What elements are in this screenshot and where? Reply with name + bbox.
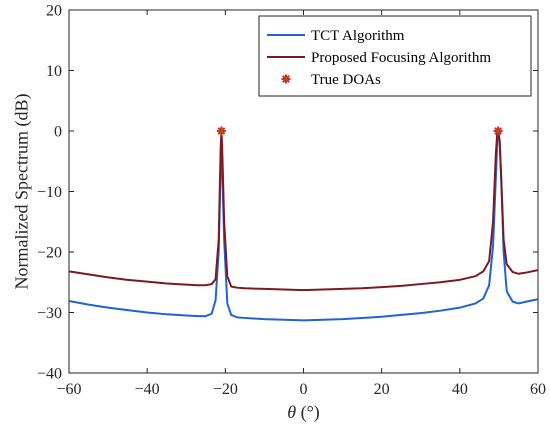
x-tick-label: −40 [135, 381, 160, 398]
x-tick-label: −60 [56, 381, 81, 398]
y-tick-label: 20 [46, 3, 62, 20]
true-doa-marker [493, 126, 503, 136]
y-axis: −40 −30 −20 −10 0 10 20 [37, 3, 538, 383]
legend-label-tct: TCT Algorithm [311, 28, 405, 44]
x-tick-label: 0 [300, 381, 308, 398]
x-tick-label: 60 [530, 381, 546, 398]
y-tick-label: −20 [37, 245, 62, 262]
x-tick-label: 40 [452, 381, 468, 398]
legend-swatch-true-doas [281, 74, 291, 84]
y-axis-label: Normalized Spectrum (dB) [11, 94, 32, 290]
legend: TCT Algorithm Proposed Focusing Algorith… [258, 15, 532, 97]
marker-layer [216, 126, 503, 136]
x-axis-label-unit: (°) [301, 402, 320, 423]
series-line-proposed [69, 130, 538, 292]
y-tick-label: 10 [46, 63, 62, 80]
y-tick-label: −10 [37, 184, 62, 201]
legend-label-proposed: Proposed Focusing Algorithm [311, 50, 491, 66]
x-axis-label: θ (°) [287, 402, 320, 423]
x-axis: −60 −40 −20 0 20 40 60 [56, 10, 546, 398]
x-tick-label: −20 [213, 381, 238, 398]
x-tick-label: 20 [374, 381, 390, 398]
true-doa-marker [216, 126, 226, 136]
y-tick-label: −30 [37, 305, 62, 322]
x-axis-label-symbol: θ [287, 402, 296, 422]
y-tick-label: −40 [37, 366, 62, 383]
y-tick-label: 0 [54, 124, 62, 141]
series-layer [69, 130, 538, 322]
legend-label-true-doas: True DOAs [311, 72, 381, 88]
